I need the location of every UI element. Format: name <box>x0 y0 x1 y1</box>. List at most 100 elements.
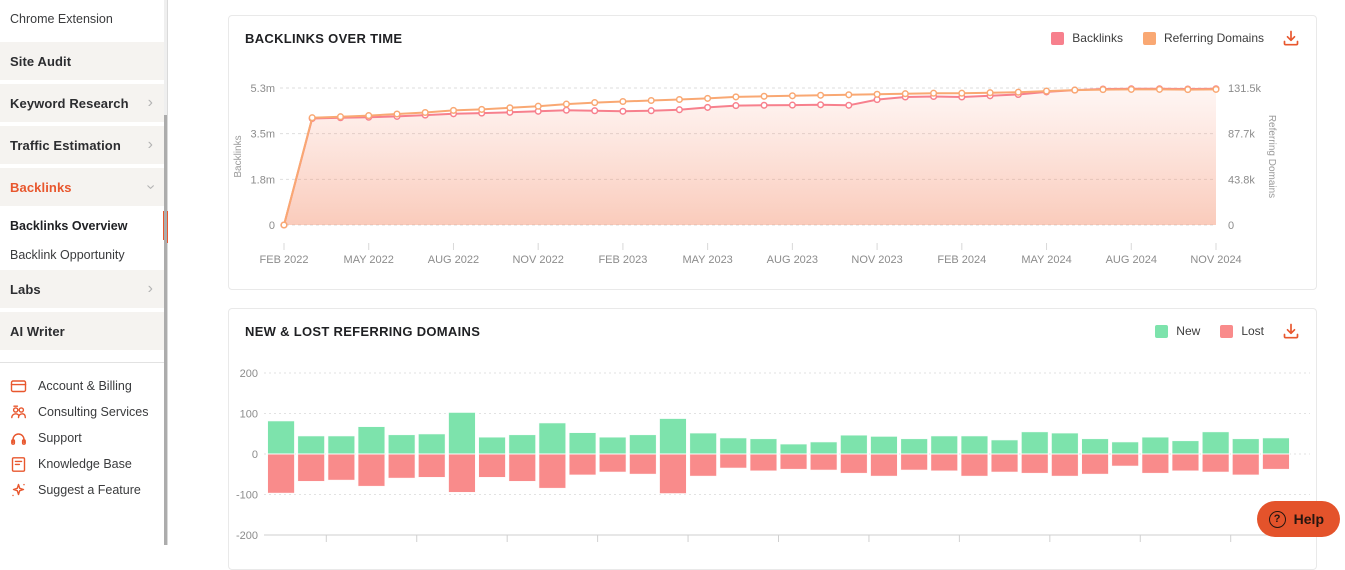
lost-bar <box>539 454 566 488</box>
lost-bar <box>720 454 747 468</box>
lost-bar <box>810 454 837 470</box>
legend-label: Lost <box>1241 324 1264 338</box>
new-bar <box>1051 433 1078 454</box>
new-bar <box>870 436 897 454</box>
right-axis-title: Referring Domains <box>1266 115 1277 198</box>
referring-domains-point <box>903 91 909 97</box>
backlinks-point <box>592 108 598 114</box>
backlinks-point <box>818 102 824 108</box>
sidebar-item-account-billing[interactable]: Account & Billing <box>0 373 167 399</box>
referring-domains-point <box>959 90 965 96</box>
lost-bar <box>1021 454 1048 473</box>
download-icon-button[interactable] <box>1282 322 1300 340</box>
new-bar <box>750 439 777 454</box>
legend-item-referring-domains[interactable]: Referring Domains <box>1143 31 1264 45</box>
sidebar-item-backlinks-overview[interactable]: Backlinks Overview <box>0 212 167 240</box>
legend-label: Backlinks <box>1072 31 1123 45</box>
new-bar <box>1262 438 1289 454</box>
sidebar-item-backlinks[interactable]: Backlinks› <box>0 168 167 206</box>
legend-item-new[interactable]: New <box>1155 324 1200 338</box>
new-bar <box>388 435 415 454</box>
x-axis-tick-label: MAY 2023 <box>682 254 732 266</box>
legend-label: Referring Domains <box>1164 31 1264 45</box>
sidebar-item-label: Keyword Research <box>10 96 148 111</box>
referring-domains-point <box>564 101 570 107</box>
referring-domains-point <box>761 94 767 100</box>
lost-bar <box>448 454 475 493</box>
scrollbar-thumb[interactable] <box>164 115 167 545</box>
left-axis-tick-label: 3.5m <box>251 129 275 141</box>
referring-domains-point <box>790 93 796 99</box>
backlinks-point <box>677 107 683 113</box>
legend-swatch <box>1051 32 1064 45</box>
sidebar-item-traffic-estimation[interactable]: Traffic Estimation› <box>0 126 167 164</box>
y-axis-tick-label: -200 <box>236 530 258 542</box>
lost-bar <box>1142 454 1169 473</box>
credit-card-icon <box>10 378 27 395</box>
x-axis-tick-label: NOV 2022 <box>512 254 563 266</box>
referring-domains-point <box>620 99 626 105</box>
sidebar-item-consulting-services[interactable]: Consulting Services <box>0 399 167 425</box>
backlinks-area-fill <box>284 89 1216 225</box>
referring-domains-point <box>705 96 711 102</box>
legend-swatch <box>1143 32 1156 45</box>
lost-bar <box>509 454 536 482</box>
new-bar <box>298 436 325 454</box>
lost-bar <box>1202 454 1229 472</box>
referring-domains-point <box>422 110 428 116</box>
right-axis-tick-label: 87.7k <box>1228 129 1255 141</box>
referring-domains-point <box>1100 87 1106 93</box>
sidebar-item-ai-writer[interactable]: AI Writer <box>0 312 167 350</box>
legend-item-lost[interactable]: Lost <box>1220 324 1264 338</box>
new-bar <box>1172 441 1199 454</box>
left-axis-tick-label: 1.8m <box>251 174 275 186</box>
new-bar <box>268 421 295 454</box>
left-axis-tick-label: 5.3m <box>251 83 275 95</box>
sidebar-item-chrome-extension[interactable]: Chrome Extension <box>0 4 167 34</box>
referring-domains-point <box>874 92 880 98</box>
people-icon <box>10 404 27 421</box>
backlinks-point <box>620 109 626 115</box>
lost-bar <box>690 454 717 476</box>
new-bar <box>991 440 1018 454</box>
backlinks-point <box>705 105 711 111</box>
help-button[interactable]: ? Help <box>1257 501 1340 537</box>
chevron-right-icon: › <box>148 137 153 153</box>
new-bar <box>418 434 445 454</box>
lost-bar <box>1232 454 1259 475</box>
sidebar-item-keyword-research[interactable]: Keyword Research› <box>0 84 167 122</box>
legend-swatch <box>1220 325 1233 338</box>
download-icon-button[interactable] <box>1282 29 1300 47</box>
backlinks-point <box>761 103 767 109</box>
question-mark-icon: ? <box>1269 511 1286 528</box>
sidebar-item-backlink-opportunity[interactable]: Backlink Opportunity <box>0 240 167 270</box>
y-axis-tick-label: -100 <box>236 490 258 502</box>
new-bar <box>479 437 506 454</box>
sidebar-item-site-audit[interactable]: Site Audit <box>0 42 167 80</box>
sidebar-item-suggest-a-feature[interactable]: Suggest a Feature <box>0 477 167 503</box>
legend-item-backlinks[interactable]: Backlinks <box>1051 31 1123 45</box>
referring-domains-point <box>592 100 598 106</box>
lost-bar <box>1082 454 1109 474</box>
new-lost-domains-title: NEW & LOST REFERRING DOMAINS <box>245 324 480 339</box>
new-bar <box>931 436 958 454</box>
x-axis-tick-label: FEB 2022 <box>260 254 309 266</box>
sidebar-item-label: Site Audit <box>10 54 153 69</box>
sidebar-item-support[interactable]: Support <box>0 425 167 451</box>
download-icon <box>1282 29 1300 47</box>
lost-bar <box>1051 454 1078 476</box>
sidebar-scrollbar[interactable] <box>164 0 167 545</box>
sidebar-item-label: Backlinks <box>10 180 148 195</box>
new-bar <box>328 436 355 454</box>
x-axis-tick-label: FEB 2023 <box>598 254 647 266</box>
lost-bar <box>328 454 355 480</box>
sidebar-item-labs[interactable]: Labs› <box>0 270 167 308</box>
lost-bar <box>1112 454 1139 466</box>
sidebar-item-knowledge-base[interactable]: Knowledge Base <box>0 451 167 477</box>
right-axis-tick-label: 131.5k <box>1228 83 1262 95</box>
